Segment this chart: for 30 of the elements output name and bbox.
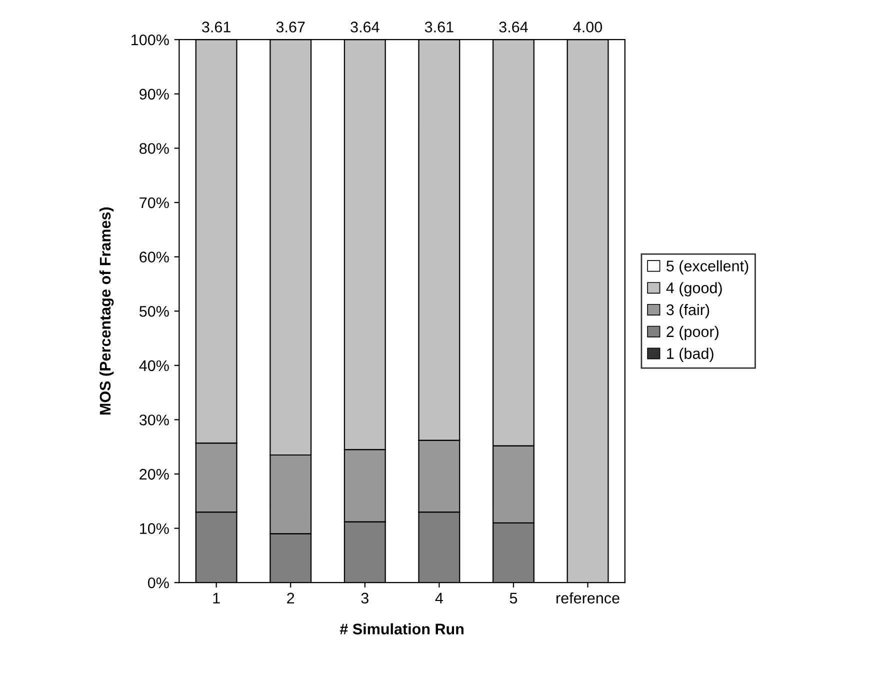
y-tick-label: 40% [139, 360, 169, 372]
y-tick-label: 10% [140, 523, 169, 534]
annotation: 3.67 [276, 22, 305, 32]
y-tick-label: 70% [140, 197, 169, 208]
legend-label: 5 (excellent) [666, 260, 748, 274]
legend-label: 3 (fair) [666, 304, 710, 318]
y-axis-title: MOS (Percentage of Frames) [99, 207, 114, 415]
y-tick-label: 50% [139, 306, 169, 317]
y-tick-label: 100% [132, 34, 169, 46]
annotation: 3.61 [202, 22, 230, 32]
y-tick-label: 90% [140, 88, 169, 100]
x-tick-label: 3 [361, 592, 368, 604]
y-tick-label: 0% [148, 577, 169, 588]
annotation: 3.61 [424, 22, 454, 32]
annotation: 4.00 [573, 22, 602, 32]
x-axis-title: # Simulation Run [340, 623, 464, 634]
x-tick-label: reference [556, 592, 620, 604]
legend-label: 1 (bad) [667, 348, 714, 362]
legend-label: 4 (good) [666, 282, 722, 296]
x-tick-label: 5 [510, 592, 518, 604]
x-tick-label: 2 [287, 592, 294, 604]
x-tick-label: 1 [213, 592, 220, 604]
y-tick-label: 80% [140, 143, 169, 154]
annotation: 3.64 [499, 22, 528, 32]
y-tick-label: 60% [140, 252, 169, 262]
legend-label: 2 (poor) [666, 326, 718, 340]
annotation: 3.64 [350, 22, 380, 32]
y-tick-label: 30% [139, 414, 169, 426]
x-tick-label: 4 [435, 592, 443, 604]
y-tick-label: 20% [140, 468, 169, 480]
